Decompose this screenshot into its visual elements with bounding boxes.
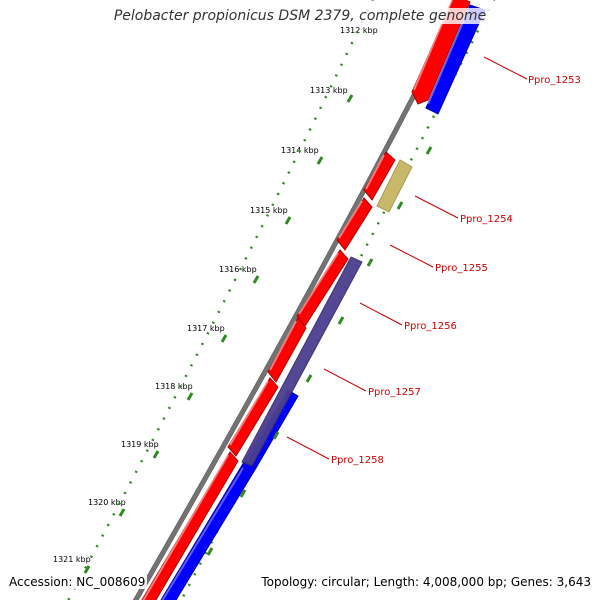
- outer-major-ticks: [206, 146, 433, 556]
- feature-purple-ppro-1256[interactable]: [241, 256, 363, 467]
- genome-summary: Topology: circular; Length: 4,008,000 bp…: [259, 575, 593, 589]
- tick-label: 1317 kbp: [187, 324, 225, 333]
- tick-label: 1319 kbp: [121, 440, 159, 449]
- feature-khaki-ppro-1254[interactable]: [376, 159, 413, 213]
- label-leaders: [286, 56, 528, 460]
- tick-label: 1313 kbp: [310, 86, 348, 95]
- accession-label: Accession: NC_008609: [7, 575, 148, 589]
- tick-label: 1312 kbp: [340, 26, 378, 35]
- tick-label: 1318 kbp: [155, 382, 193, 391]
- gene-label[interactable]: Ppro_1254: [460, 214, 513, 225]
- gene-label[interactable]: Ppro_1255: [435, 263, 488, 274]
- tick-label: 1321 kbp: [53, 555, 91, 564]
- inner-major-ticks: [83, 94, 354, 574]
- gene-label[interactable]: Ppro_1257: [368, 387, 421, 398]
- forward-cds-track: [141, 0, 471, 600]
- map-title-text: Pelobacter propionicus DSM 2379, complet…: [109, 8, 491, 24]
- map-title: Pelobacter propionicus DSM 2379, complet…: [0, 8, 600, 24]
- gene-label[interactable]: Ppro_1253: [528, 75, 581, 86]
- gene-label[interactable]: Ppro_1258: [331, 455, 384, 466]
- gene-label[interactable]: Ppro_1256: [404, 321, 457, 332]
- inner-tick-track: [66, 0, 374, 600]
- tick-label: 1320 kbp: [88, 498, 126, 507]
- tick-label: 1316 kbp: [219, 265, 257, 274]
- gene-labels: Ppro_1253 Ppro_1254 Ppro_1255 Ppro_1256 …: [331, 75, 581, 466]
- tick-label: 1315 kbp: [250, 206, 288, 215]
